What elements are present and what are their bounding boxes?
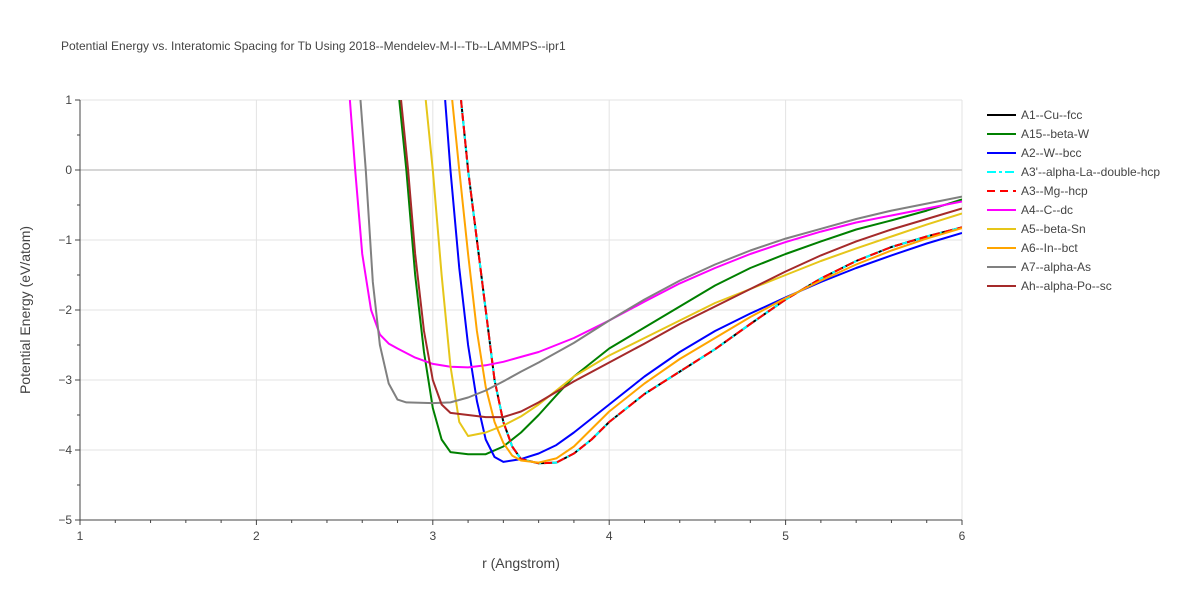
- legend-label: A15--beta-W: [1021, 127, 1090, 141]
- legend-label: A1--Cu--fcc: [1021, 108, 1082, 122]
- x-tick-label: 5: [782, 529, 789, 543]
- legend-label: A6--In--bct: [1021, 241, 1078, 255]
- legend-item[interactable]: A15--beta-W: [987, 127, 1090, 141]
- y-tick-label: −4: [58, 443, 72, 457]
- legend-label: A3--Mg--hcp: [1021, 184, 1088, 198]
- x-tick-label: 6: [959, 529, 966, 543]
- series-line-9: [400, 100, 962, 419]
- series-line-5: [348, 100, 962, 369]
- y-tick-label: 0: [65, 163, 72, 177]
- series-line-7: [451, 100, 962, 464]
- legend-label: A3'--alpha-La--double-hcp: [1021, 165, 1160, 179]
- series-line-8: [359, 100, 962, 405]
- legend-item[interactable]: Ah--alpha-Po--sc: [987, 279, 1112, 293]
- legend-label: A7--alpha-As: [1021, 260, 1091, 274]
- legend-label: A2--W--bcc: [1021, 146, 1081, 160]
- y-axis-label: Potential Energy (eV/atom): [17, 226, 33, 394]
- legend-item[interactable]: A1--Cu--fcc: [987, 108, 1082, 122]
- x-tick-label: 2: [253, 529, 260, 543]
- legend-label: A4--C--dc: [1021, 203, 1073, 217]
- x-tick-label: 4: [606, 529, 613, 543]
- series-line-1: [398, 100, 962, 456]
- series-line-6: [424, 100, 962, 437]
- x-axis-label: r (Angstrom): [482, 555, 560, 571]
- legend-item[interactable]: A5--beta-Sn: [987, 222, 1086, 236]
- series-line-2: [444, 100, 962, 463]
- x-tick-label: 1: [77, 529, 84, 543]
- chart-title: Potential Energy vs. Interatomic Spacing…: [61, 39, 566, 53]
- legend[interactable]: A1--Cu--fcc A15--beta-W A2--W--bcc A3'--alp…: [987, 108, 1160, 293]
- legend-item[interactable]: A2--W--bcc: [987, 146, 1081, 160]
- y-tick-label: −3: [58, 373, 72, 387]
- y-tick-label: −1: [58, 233, 72, 247]
- legend-label: A5--beta-Sn: [1021, 222, 1086, 236]
- legend-item[interactable]: A4--C--dc: [987, 203, 1073, 217]
- series-layer: [348, 100, 962, 465]
- y-tick-label: −5: [58, 513, 72, 527]
- y-tick-label: 1: [65, 93, 72, 107]
- y-tick-label: −2: [58, 303, 72, 317]
- legend-label: Ah--alpha-Po--sc: [1021, 279, 1112, 293]
- series-line-4: [460, 100, 962, 465]
- legend-item[interactable]: A7--alpha-As: [987, 260, 1091, 274]
- axis-layer: 1 0 −1 −2 −3 −4 −5 1 2 3 4 5 6: [58, 93, 965, 543]
- x-tick-label: 3: [429, 529, 436, 543]
- legend-item[interactable]: A3--Mg--hcp: [987, 184, 1088, 198]
- legend-item[interactable]: A6--In--bct: [987, 241, 1078, 255]
- legend-item[interactable]: A3'--alpha-La--double-hcp: [987, 165, 1160, 179]
